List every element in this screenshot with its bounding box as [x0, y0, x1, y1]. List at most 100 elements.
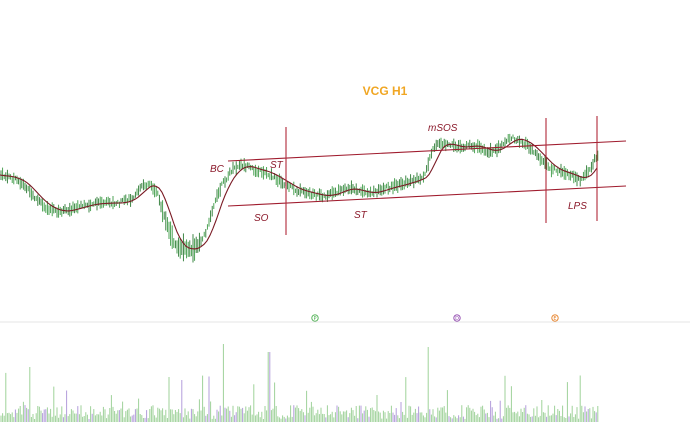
volume-bar — [182, 417, 184, 422]
volume-bar — [371, 407, 373, 422]
volume-bar — [270, 410, 272, 422]
volume-bar — [382, 410, 384, 422]
volume-bar — [269, 352, 271, 422]
volume-bar — [400, 402, 402, 422]
volume-bar — [53, 386, 55, 422]
volume-bar — [579, 375, 581, 422]
volume-bar — [352, 410, 354, 422]
volume-bar — [186, 415, 188, 422]
volume-bar — [130, 416, 132, 422]
volume-bar — [342, 411, 344, 422]
volume-bar — [221, 415, 223, 422]
volume-bar — [547, 405, 549, 422]
volume-bar — [120, 408, 122, 422]
volume-bar — [42, 413, 44, 422]
volume-bar — [437, 407, 439, 422]
volume-bar — [344, 411, 346, 422]
volume-bar — [558, 410, 560, 422]
volume-bar — [16, 412, 18, 422]
volume-bar — [349, 413, 351, 422]
volume-bar — [384, 412, 386, 422]
volume-bar — [259, 417, 261, 422]
volume-bar — [206, 414, 208, 422]
volume-bar — [402, 411, 404, 422]
volume-bar — [214, 418, 216, 422]
volume-bar — [538, 417, 540, 422]
volume-bar — [174, 410, 176, 422]
annotation-st-1: ST — [270, 160, 284, 171]
volume-bar — [459, 417, 461, 422]
volume-bar — [554, 405, 556, 422]
volume-bar — [48, 413, 50, 422]
volume-bar — [256, 414, 258, 422]
volume-bar — [378, 411, 380, 422]
volume-bar — [203, 406, 205, 422]
volume-bar — [0, 415, 2, 422]
volume-bar — [280, 418, 282, 422]
volume-bar — [522, 412, 524, 422]
volume-bar — [443, 406, 445, 422]
volume-bar — [152, 405, 154, 422]
volume-bar — [117, 410, 119, 422]
volume-bar — [549, 415, 551, 422]
volume-bar — [315, 413, 317, 422]
volume-bar — [411, 414, 413, 422]
svg-text:E: E — [553, 316, 556, 322]
volume-bar — [43, 409, 45, 422]
volume-bar — [562, 405, 564, 422]
volume-bar — [370, 408, 372, 422]
volume-bar — [138, 398, 140, 422]
volume-bar — [523, 407, 525, 422]
volume-bar — [490, 400, 492, 422]
volume-bar — [187, 411, 189, 422]
volume-bar — [258, 411, 260, 422]
volume-bar — [66, 390, 68, 422]
volume-bar — [419, 412, 421, 422]
volume-bar — [62, 417, 64, 422]
volume-bar — [390, 405, 392, 422]
volume-bar — [584, 406, 586, 422]
volume-bar — [488, 417, 490, 422]
volume-bar — [227, 406, 229, 422]
volume-bar — [91, 413, 93, 422]
annotation-st-2: ST — [354, 210, 368, 221]
volume-bar — [283, 416, 285, 422]
volume-bar — [526, 413, 528, 422]
volume-bar — [403, 414, 405, 422]
event-marker-2[interactable]: D — [453, 314, 461, 322]
volume-bar — [510, 386, 512, 422]
volume-bar — [64, 414, 66, 422]
volume-bar — [80, 405, 82, 422]
volume-bar — [450, 417, 452, 422]
volume-bar — [237, 406, 239, 422]
volume-bar — [35, 413, 37, 422]
volume-bar — [126, 409, 128, 422]
volume-bar — [395, 408, 397, 422]
volume-bar — [518, 416, 520, 422]
volume-bar — [37, 406, 39, 422]
event-marker-1[interactable]: P — [311, 314, 319, 322]
moving-average-line — [0, 138, 598, 250]
volume-bar — [176, 411, 178, 422]
volume-bar — [330, 414, 332, 422]
volume-bar — [355, 406, 357, 422]
volume-bar — [416, 413, 418, 422]
volume-bar — [5, 372, 7, 422]
volume-bar — [202, 375, 204, 422]
event-marker-3[interactable]: E — [551, 314, 559, 322]
volume-bar — [147, 418, 149, 422]
volume-bar — [451, 418, 453, 422]
volume-bar — [346, 410, 348, 422]
volume-bar — [517, 411, 519, 422]
volume-bar — [235, 412, 237, 422]
volume-bar — [307, 412, 309, 422]
volume-bar — [494, 411, 496, 422]
volume-bar — [102, 406, 104, 422]
volume-bar — [589, 408, 591, 422]
volume-bar — [56, 407, 58, 422]
volume-bar — [570, 413, 572, 422]
volume-bar — [466, 407, 468, 422]
volume-bar — [122, 401, 124, 422]
volume-bar — [110, 395, 112, 422]
volume-bars — [0, 344, 599, 422]
